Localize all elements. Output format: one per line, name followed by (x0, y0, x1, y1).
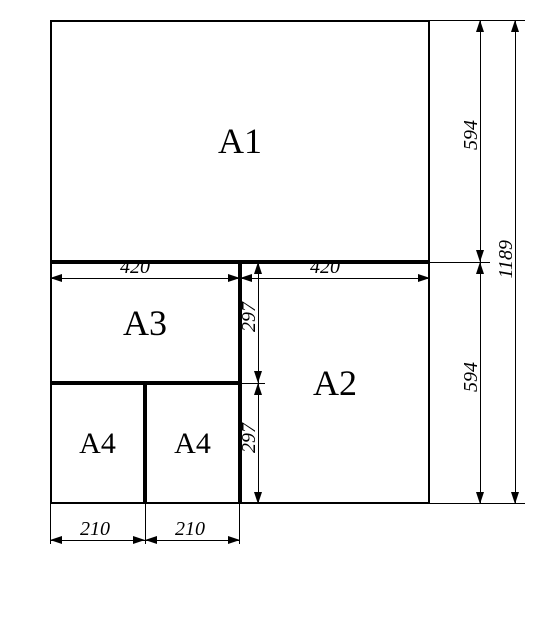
arrow-icon (254, 262, 262, 274)
arrow-icon (476, 20, 484, 32)
rect-a4-right: A4 (145, 383, 240, 504)
arrow-icon (476, 262, 484, 274)
dim-420-left: 420 (120, 256, 150, 279)
arrow-icon (476, 250, 484, 262)
arrow-icon (511, 492, 519, 504)
arrow-icon (254, 492, 262, 504)
dim-1189: 1189 (495, 240, 518, 279)
arrow-icon (50, 274, 62, 282)
arrow-icon (145, 536, 157, 544)
dim-297-lower: 297 (238, 423, 261, 453)
rect-a3: A3 (50, 262, 240, 383)
arrow-icon (50, 536, 62, 544)
arrow-icon (254, 383, 262, 395)
label-a4-right: A4 (174, 427, 211, 461)
rect-a1: A1 (50, 20, 430, 262)
dim-297-upper: 297 (238, 302, 261, 332)
arrow-icon (228, 274, 240, 282)
label-a3: A3 (123, 302, 167, 344)
arrow-icon (476, 492, 484, 504)
arrow-icon (254, 371, 262, 383)
rect-a2: A2 (240, 262, 430, 504)
dim-210-right: 210 (175, 518, 205, 541)
paper-size-diagram: A1 A2 A3 A4 A4 420 420 210 210 297 297 (0, 0, 550, 620)
dim-594-lower: 594 (460, 362, 483, 392)
label-a4-left: A4 (79, 427, 116, 461)
arrow-icon (511, 20, 519, 32)
arrow-icon (418, 274, 430, 282)
arrow-icon (133, 536, 145, 544)
dim-420-right: 420 (310, 256, 340, 279)
arrow-icon (240, 274, 252, 282)
label-a1: A1 (218, 120, 262, 162)
label-a2: A2 (313, 362, 357, 404)
dim-594-upper: 594 (460, 120, 483, 150)
rect-a4-left: A4 (50, 383, 145, 504)
dim-210-left: 210 (80, 518, 110, 541)
arrow-icon (228, 536, 240, 544)
